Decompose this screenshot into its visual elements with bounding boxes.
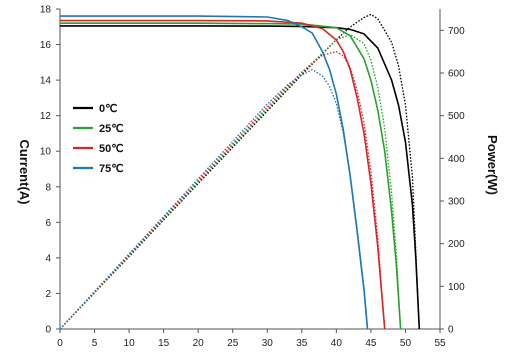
- y-tick-label: 2: [45, 289, 51, 300]
- x-tick-label: 10: [124, 338, 136, 349]
- x-tick-label: 20: [193, 338, 205, 349]
- x-tick-label: 15: [158, 338, 170, 349]
- current-curve-3: [60, 15, 369, 330]
- x-tick-label: 5: [92, 338, 98, 349]
- y2-tick-label: 100: [448, 282, 465, 293]
- legend-label: 50℃: [99, 143, 124, 155]
- series-layer: [59, 13, 421, 330]
- y-axis-label: Current(A): [17, 140, 32, 205]
- current-curve-2: [60, 19, 386, 330]
- power-curve-3: [59, 68, 369, 330]
- plot-frame: [59, 9, 441, 330]
- y-tick-label: 10: [40, 147, 52, 158]
- current-curve-1: [60, 22, 402, 330]
- y2-tick-label: 700: [448, 26, 465, 37]
- x-axis-ticks: 0 5 10 15 20 25 30 35 40 45 50 55: [57, 329, 446, 349]
- legend: 0℃ 25℃ 50℃ 75℃: [73, 103, 124, 175]
- x-tick-label: 55: [434, 338, 446, 349]
- y-tick-label: 12: [40, 111, 52, 122]
- y2-axis-label: Power(W): [485, 135, 500, 195]
- y2-tick-label: 300: [448, 197, 465, 208]
- current-curve-0: [60, 25, 421, 330]
- y2-tick-label: 600: [448, 69, 465, 80]
- y-tick-label: 8: [45, 182, 51, 193]
- y2-axis-ticks: 0 100 200 300 400 500 600 700: [440, 26, 465, 336]
- x-tick-label: 0: [57, 338, 63, 349]
- y-tick-label: 16: [40, 40, 52, 51]
- y-tick-label: 18: [40, 5, 52, 16]
- legend-label: 0℃: [99, 103, 117, 115]
- y-axis-ticks: 0 2 4 6 8 10 12 14 16 18: [40, 5, 60, 336]
- y2-tick-label: 400: [448, 154, 465, 165]
- y2-tick-label: 500: [448, 111, 465, 122]
- x-tick-label: 35: [296, 338, 308, 349]
- y-tick-label: 14: [40, 76, 52, 87]
- y-tick-label: 4: [45, 253, 51, 264]
- y-tick-label: 6: [45, 218, 51, 229]
- y2-tick-label: 200: [448, 239, 465, 250]
- power-curve-0: [59, 13, 420, 330]
- x-tick-label: 50: [400, 338, 412, 349]
- x-tick-label: 30: [262, 338, 274, 349]
- x-tick-label: 45: [365, 338, 377, 349]
- y2-tick-label: 0: [448, 325, 454, 336]
- legend-label: 25℃: [99, 123, 124, 135]
- x-tick-label: 40: [331, 338, 343, 349]
- power-curve-1: [59, 33, 402, 330]
- power-curve-2: [59, 51, 386, 330]
- y-tick-label: 0: [45, 325, 51, 336]
- x-tick-label: 25: [227, 338, 239, 349]
- legend-label: 75℃: [99, 163, 124, 175]
